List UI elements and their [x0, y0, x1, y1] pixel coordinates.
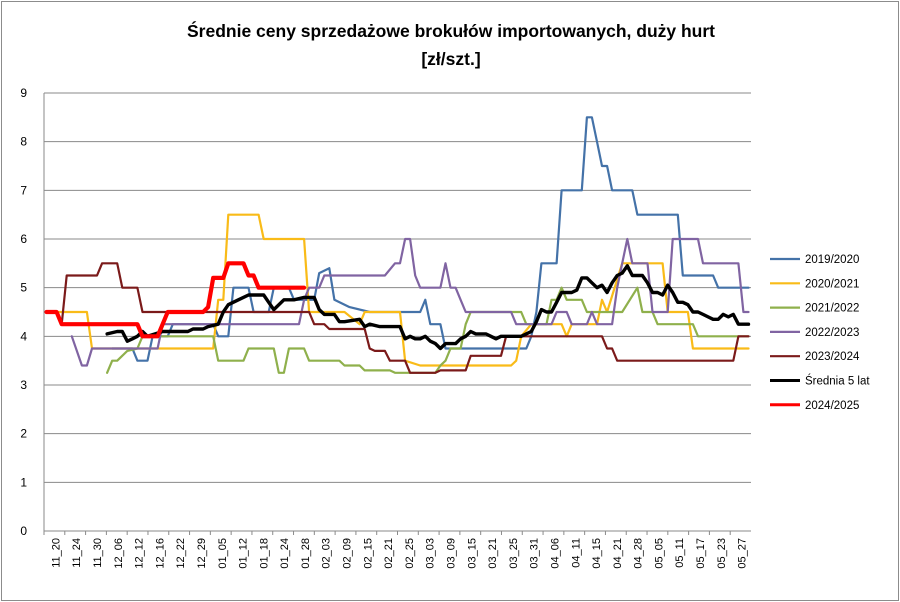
x-tick-label: 03_25 — [508, 538, 520, 569]
x-tick-label: 01_24 — [279, 538, 291, 569]
y-tick-label: 9 — [20, 86, 27, 100]
series-line-1 — [45, 213, 750, 367]
x-tick-label: 12_22 — [175, 538, 187, 569]
legend-label-4: 2023/2024 — [805, 351, 860, 363]
x-tick-label: 11_20 — [50, 538, 62, 568]
x-tick-label: 05_17 — [695, 538, 707, 569]
y-axis-ticks: 0 1 2 3 4 5 6 7 8 9 — [20, 86, 27, 538]
x-tick-label: 12_29 — [196, 538, 208, 569]
legend-label-0: 2019/2020 — [805, 254, 859, 266]
x-tick-label: 04_21 — [612, 538, 624, 569]
x-tick-label: 05_27 — [737, 538, 749, 569]
x-tick-label: 11_24 — [71, 538, 83, 568]
x-tick-label: 12_12 — [134, 538, 146, 569]
y-tick-label: 6 — [20, 232, 27, 246]
x-tick-label: 04_28 — [633, 538, 645, 569]
x-tick-label: 03_09 — [445, 538, 457, 569]
y-tick-label: 7 — [20, 183, 27, 197]
x-tick-label: 01_18 — [258, 538, 270, 569]
x-tick-label: 03_31 — [529, 538, 541, 569]
series-line-0 — [111, 116, 750, 362]
x-tick-label: 04_11 — [570, 538, 582, 568]
chart-title-unit: [zł/szt.] — [421, 49, 480, 69]
y-tick-label: 2 — [20, 427, 27, 441]
series-line-3 — [70, 237, 750, 367]
x-tick-label: 02_03 — [321, 538, 333, 569]
chart-title: Średnie ceny sprzedażowe brokułów import… — [187, 20, 715, 41]
series-line-4 — [60, 262, 750, 374]
y-tick-label: 1 — [20, 475, 27, 489]
x-axis-ticks: 11_20 11_24 11_30 12_06 12_12 12_16 12_22 12_29… — [43, 531, 749, 569]
x-tick-label: 02_09 — [342, 538, 354, 569]
y-tick-label: 0 — [20, 524, 27, 538]
x-tick-label: 02_21 — [383, 538, 395, 569]
x-tick-label: 12_06 — [113, 538, 125, 569]
x-tick-label: 05_11 — [674, 538, 686, 568]
x-tick-label: 05_05 — [653, 538, 665, 569]
legend-label-2: 2021/2022 — [805, 303, 859, 315]
series-line-2 — [106, 286, 750, 374]
x-tick-label: 03_21 — [487, 538, 499, 569]
x-tick-label: 04_15 — [591, 538, 603, 569]
x-tick-label: 11_30 — [92, 538, 104, 568]
series-line-6 — [44, 261, 307, 339]
series-lines — [44, 116, 751, 374]
x-tick-label: 02_15 — [362, 538, 374, 569]
x-tick-label: 01_28 — [300, 538, 312, 569]
x-tick-label: 01_12 — [238, 538, 250, 569]
gridlines — [44, 92, 751, 483]
x-tick-label: 01_05 — [217, 538, 229, 569]
legend-label-1: 2020/2021 — [805, 278, 859, 290]
y-tick-label: 8 — [20, 135, 27, 149]
y-tick-label: 5 — [20, 281, 27, 295]
y-tick-label: 3 — [20, 378, 27, 392]
series-line-5 — [105, 264, 751, 351]
x-tick-label: 02_25 — [404, 538, 416, 569]
legend: 2019/2020 2020/2021 2021/2022 2022/2023 2023… — [770, 254, 870, 412]
x-tick-label: 04_06 — [549, 538, 561, 569]
legend-label-5: Średnia 5 lat — [805, 375, 870, 388]
y-tick-label: 4 — [20, 329, 27, 343]
legend-label-6: 2024/2025 — [805, 400, 859, 412]
x-tick-label: 03_15 — [466, 538, 478, 569]
x-tick-label: 12_16 — [154, 538, 166, 569]
x-tick-label: 03_03 — [425, 538, 437, 569]
x-tick-label: 05_23 — [716, 538, 728, 569]
legend-label-3: 2022/2023 — [805, 327, 859, 339]
